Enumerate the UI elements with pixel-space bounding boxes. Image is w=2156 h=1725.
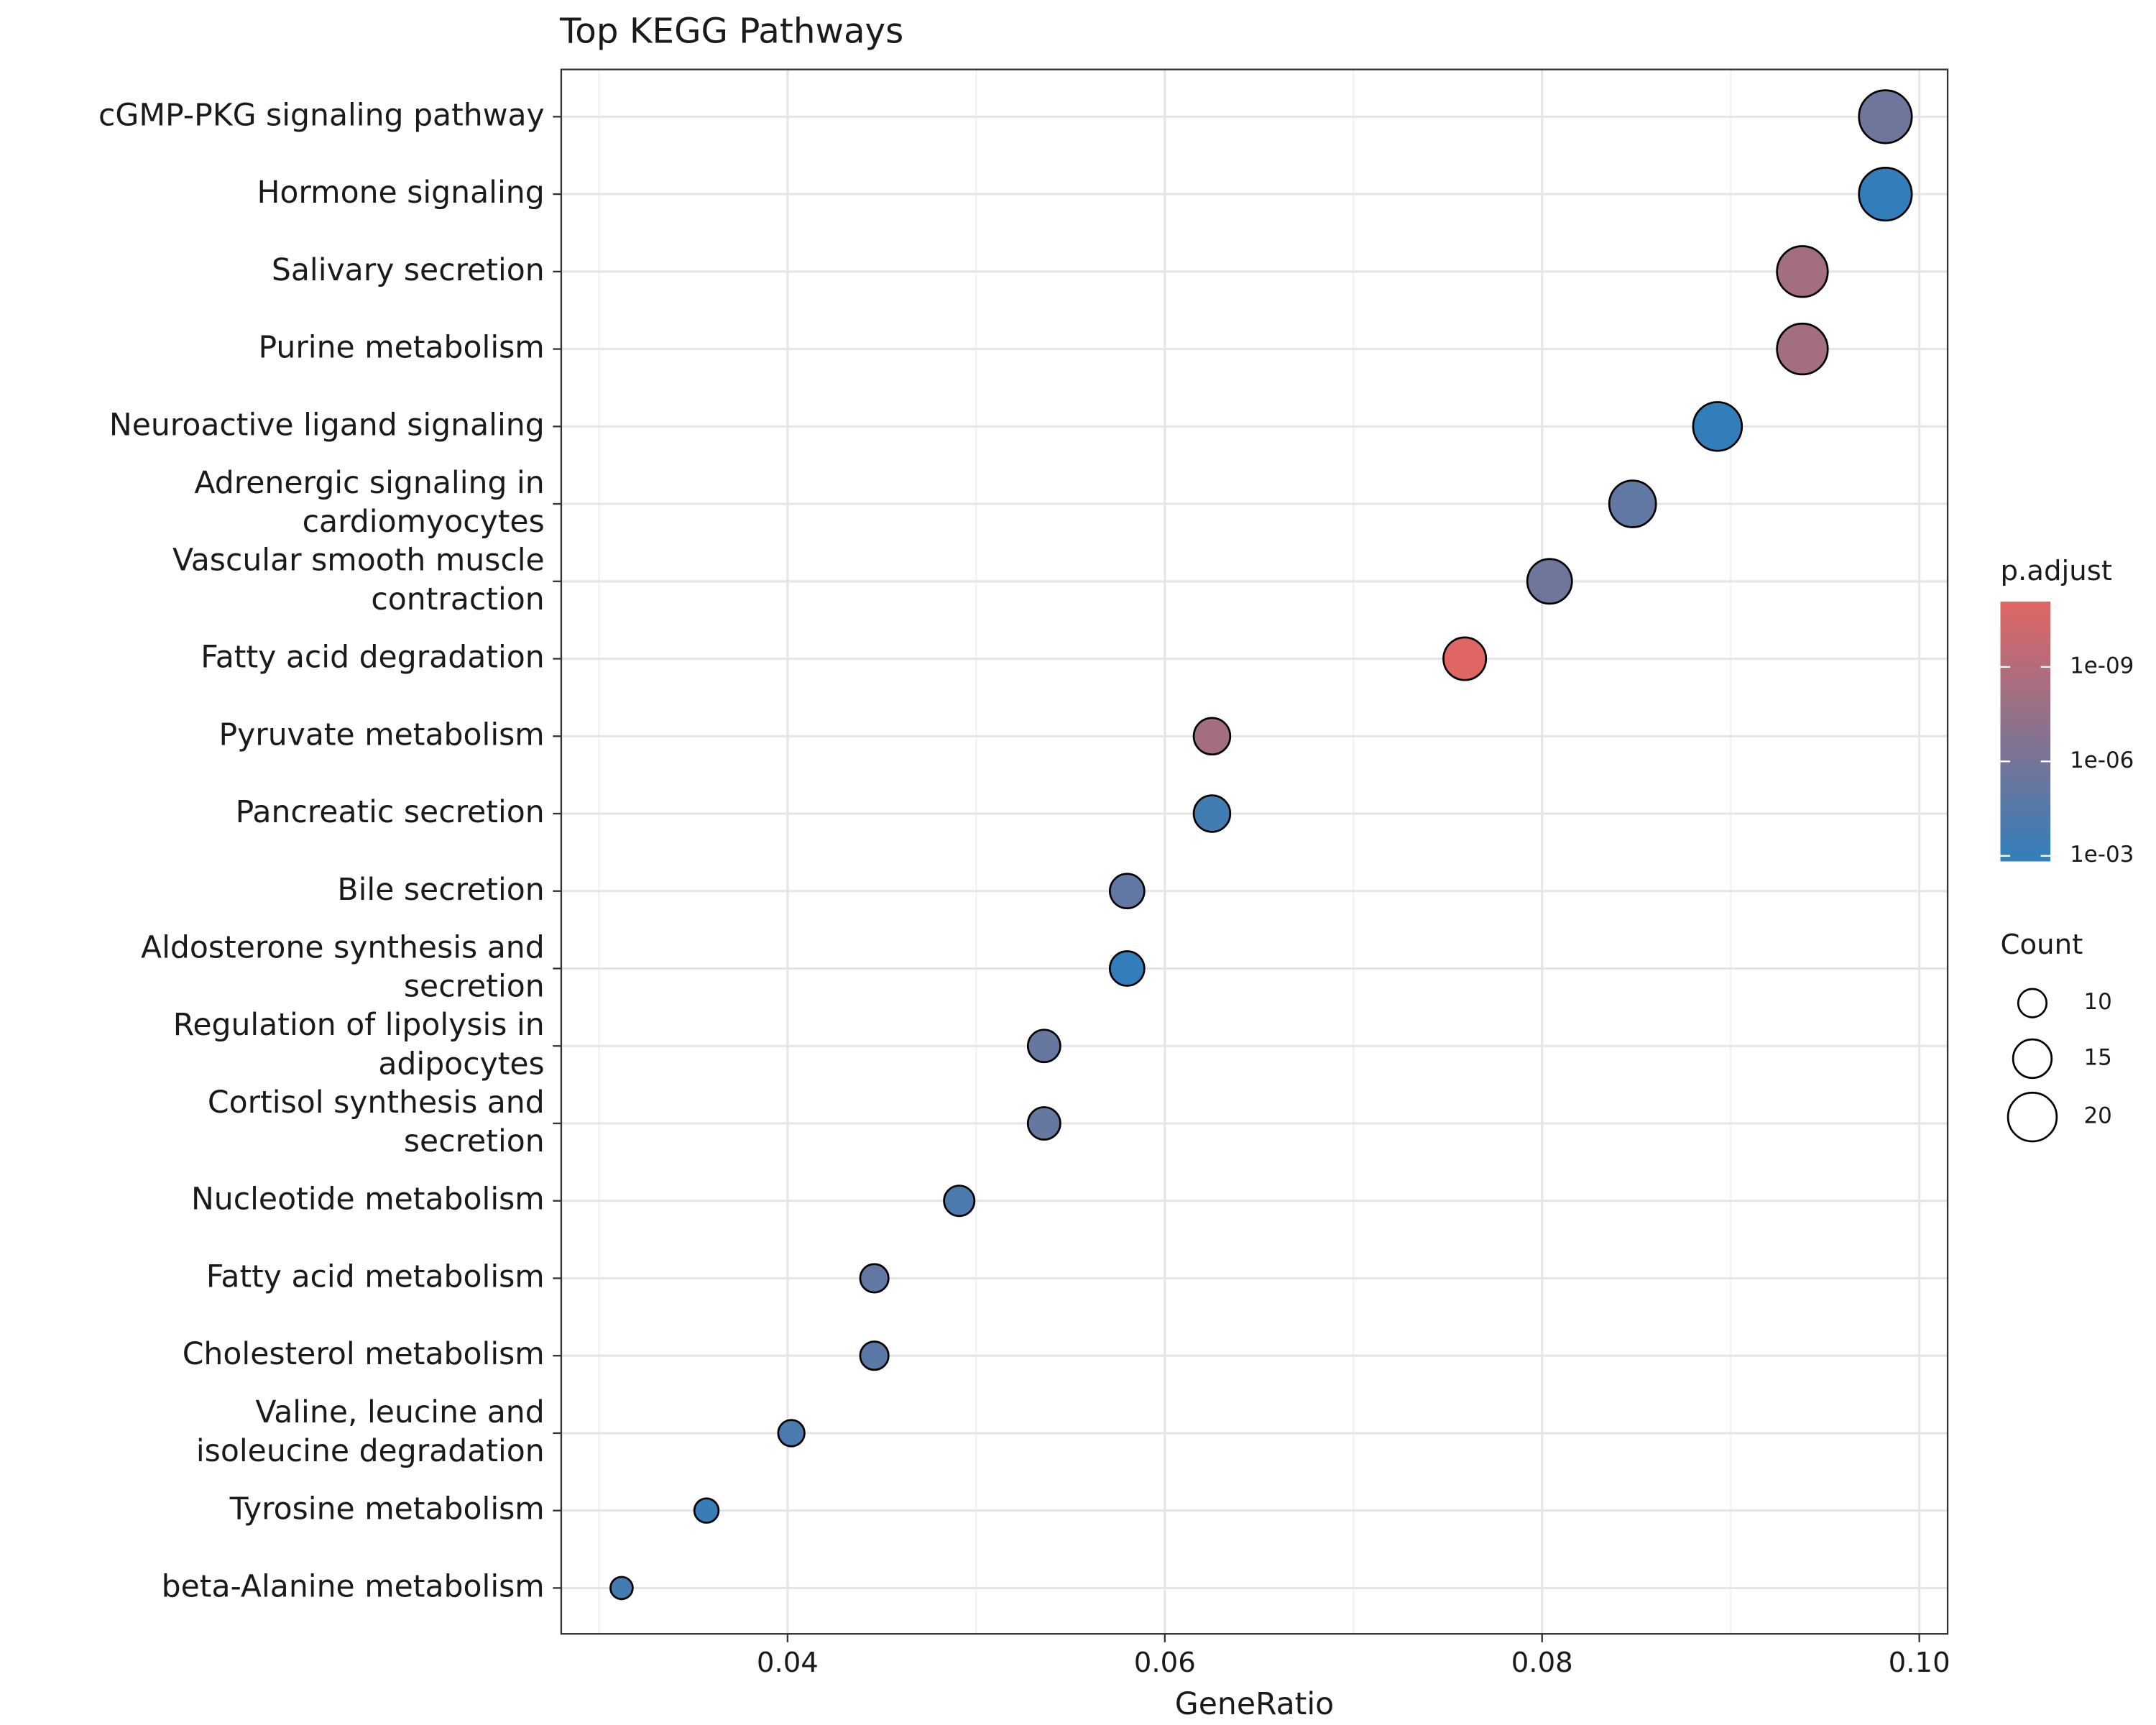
size-legend-label: 20	[2083, 1103, 2111, 1129]
y-tick-label: Fatty acid degradation	[201, 640, 545, 675]
size-legend-key	[2012, 1038, 2053, 1080]
y-tick-label: Neuroactive ligand signaling	[109, 408, 545, 443]
y-tick-label: Adrenergic signaling in cardiomyocytes	[194, 466, 544, 540]
dot	[1192, 794, 1232, 833]
dot	[1192, 717, 1232, 756]
x-tick-label: 0.10	[1889, 1647, 1950, 1679]
dot	[1776, 322, 1829, 376]
color-legend-title: p.adjust	[2001, 555, 2113, 587]
dot	[1526, 558, 1573, 605]
y-tick-label: Pancreatic secretion	[236, 795, 545, 830]
dot	[943, 1184, 976, 1218]
y-tick-label: Regulation of lipolysis in adipocytes	[173, 1008, 545, 1082]
color-tick-label: 1e-06	[2070, 748, 2134, 773]
y-tick-label: Cholesterol metabolism	[183, 1337, 545, 1372]
dot	[1858, 89, 1913, 144]
dot	[1692, 401, 1743, 452]
color-bar	[2000, 601, 2051, 862]
size-legend-label: 15	[2083, 1044, 2111, 1070]
y-tick-label: Salivary secretion	[272, 252, 545, 288]
dot	[1109, 950, 1146, 987]
x-axis-label: GeneRatio	[1175, 1687, 1334, 1722]
x-tick-label: 0.08	[1511, 1647, 1573, 1679]
dot	[1109, 873, 1146, 910]
y-tick-label: Fatty acid metabolism	[206, 1259, 545, 1294]
y-tick-label: Tyrosine metabolism	[229, 1491, 545, 1527]
y-tick-label: Valine, leucine and isoleucine degradatio…	[196, 1394, 545, 1468]
color-tick-label: 1e-09	[2070, 653, 2134, 678]
dot	[1026, 1106, 1061, 1141]
dot	[1608, 479, 1657, 528]
dot	[693, 1497, 720, 1524]
y-tick-label: Bile secretion	[337, 872, 544, 907]
dot	[859, 1340, 890, 1371]
y-tick-label: Cortisol synthesis and secretion	[208, 1085, 545, 1159]
dot	[777, 1419, 806, 1448]
x-tick-label: 0.04	[757, 1647, 819, 1679]
y-tick-label: Pyruvate metabolism	[218, 717, 544, 753]
size-legend-key	[2017, 988, 2048, 1018]
y-tick-label: cGMP-PKG signaling pathway	[98, 98, 545, 133]
dot	[1026, 1029, 1061, 1064]
dot	[609, 1576, 634, 1601]
plot-panel	[560, 68, 1949, 1635]
y-tick-label: Vascular smooth muscle contraction	[172, 543, 545, 617]
y-tick-label: Hormone signaling	[257, 175, 544, 211]
y-tick-label: beta-Alanine metabolism	[162, 1569, 545, 1604]
y-tick-label: Purine metabolism	[258, 330, 544, 365]
chart-title: Top KEGG Pathways	[559, 11, 903, 51]
size-legend-label: 10	[2083, 989, 2111, 1015]
size-legend-title: Count	[2001, 929, 2083, 961]
x-tick-label: 0.06	[1134, 1647, 1196, 1679]
dot	[1858, 167, 1913, 222]
y-tick-label: Aldosterone synthesis and secretion	[141, 930, 545, 1004]
color-tick-label: 1e-03	[2070, 842, 2134, 868]
dot	[1776, 245, 1829, 298]
dot	[1442, 636, 1488, 681]
y-tick-label: Nucleotide metabolism	[191, 1182, 545, 1217]
dot	[859, 1263, 890, 1294]
size-legend-key	[2007, 1091, 2058, 1143]
